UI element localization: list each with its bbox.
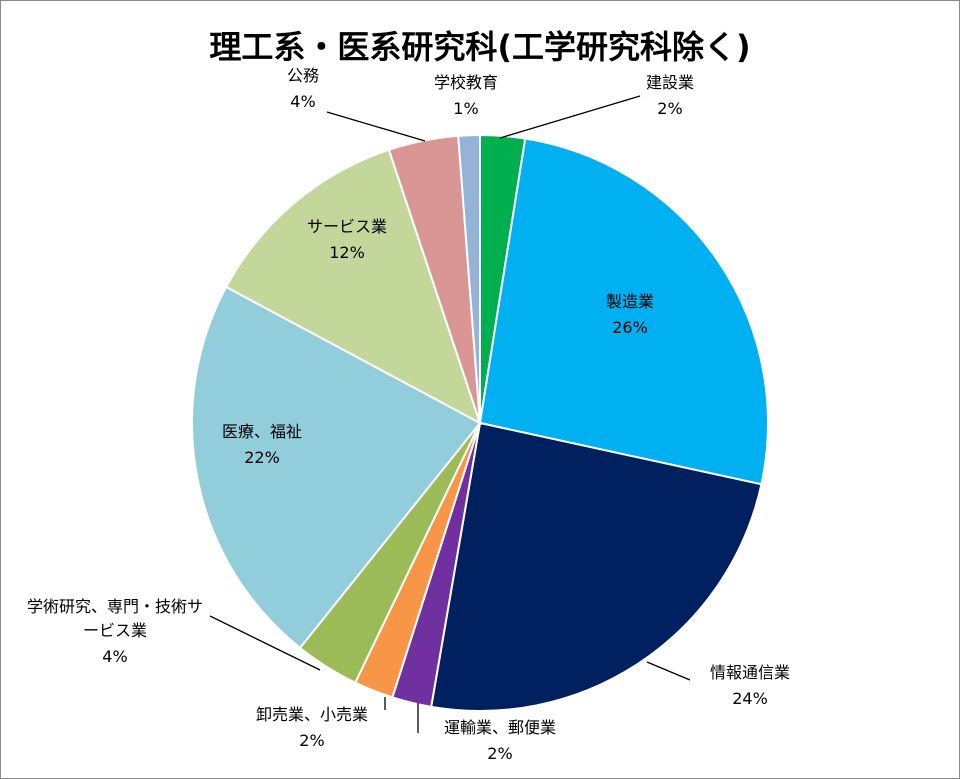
value-label: 2% xyxy=(487,744,512,763)
category-label: サービス業 xyxy=(307,217,387,236)
value-label: 2% xyxy=(299,731,324,750)
leader-line xyxy=(326,111,426,142)
pie-slice xyxy=(478,137,769,486)
pie-slice xyxy=(191,285,482,650)
category-label: 医療、福祉 xyxy=(222,422,302,441)
pie-slice xyxy=(224,148,482,426)
pie-slice xyxy=(457,133,481,424)
category-label: 学術研究、専門・技術サービス業 xyxy=(27,597,203,640)
category-label: 情報通信業 xyxy=(710,663,790,682)
data-labels: 建設業 2% 製造業 26% 情報通信業 24% 運輸業、郵便業 2% 卸売業、小売業 2% 学術研… xyxy=(27,66,790,763)
category-label: 製造業 xyxy=(606,292,654,311)
value-label: 26% xyxy=(612,318,648,337)
value-label: 4% xyxy=(290,92,315,111)
leader-lines xyxy=(209,95,691,733)
category-label: 卸売業、小売業 xyxy=(256,705,368,724)
leader-line xyxy=(499,95,641,139)
category-label: 運輸業、郵便業 xyxy=(444,718,556,737)
category-label: 建設業 xyxy=(646,73,694,92)
category-label: 公務 xyxy=(287,66,319,85)
leader-line xyxy=(209,615,321,671)
pie-slices xyxy=(191,133,769,712)
value-label: 1% xyxy=(453,99,478,118)
category-label: 学校教育 xyxy=(434,73,498,92)
leader-line xyxy=(646,661,691,681)
value-label: 2% xyxy=(657,99,682,118)
pie-slice xyxy=(430,421,763,712)
chart-title: 理工系・医系研究科(工学研究科除く) xyxy=(209,28,750,66)
value-label: 22% xyxy=(244,448,280,467)
value-label: 4% xyxy=(102,647,127,666)
value-label: 24% xyxy=(732,689,768,708)
value-label: 12% xyxy=(329,243,365,262)
